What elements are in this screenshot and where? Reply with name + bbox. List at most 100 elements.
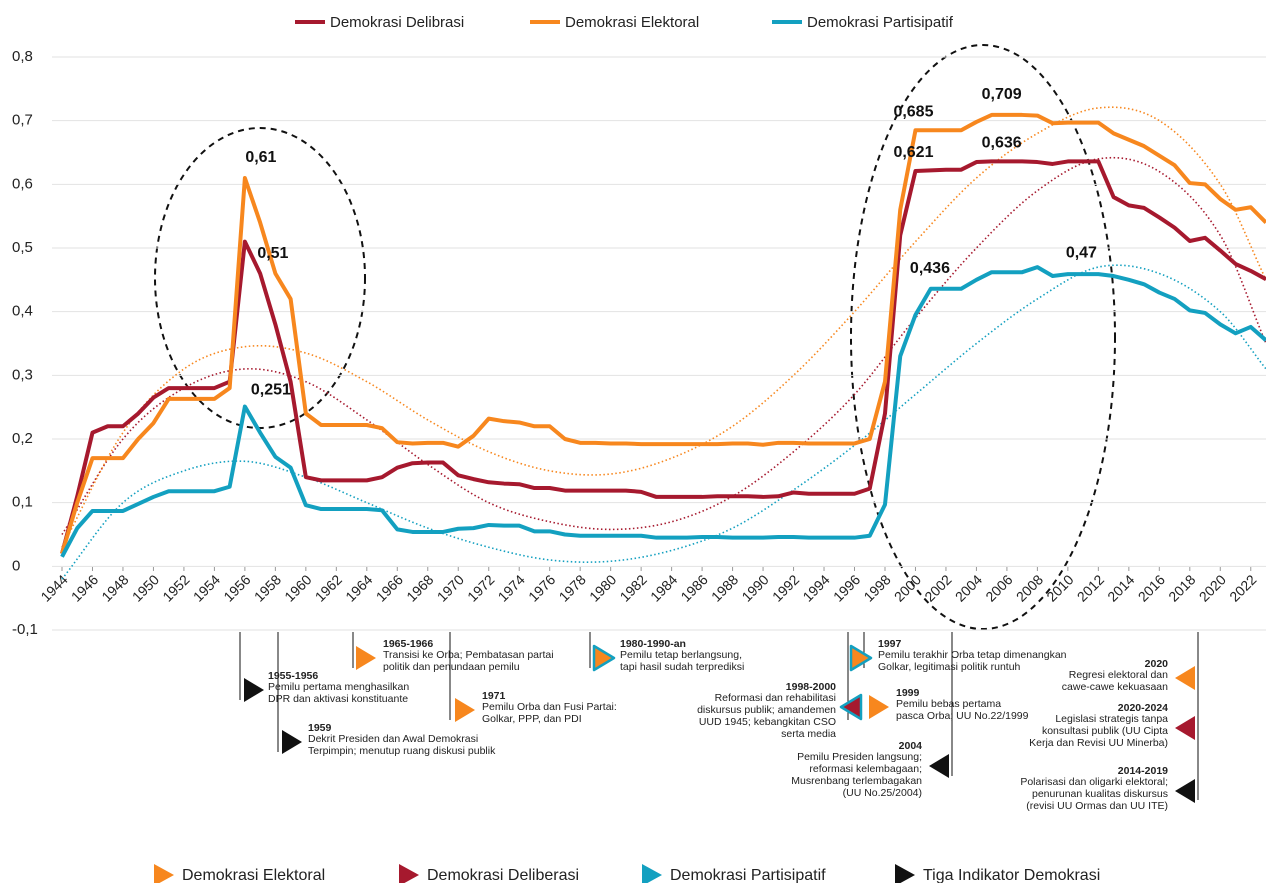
x-tick-label: 2012 (1074, 571, 1107, 604)
event-text: Pemilu pertama menghasilkan (268, 681, 409, 693)
event-text: Pemilu bebas pertama (896, 698, 1001, 710)
x-tick-label: 1944 (37, 571, 70, 604)
event-text: Regresi elektoral dan (1069, 669, 1168, 681)
event-text: cawe-cawe kekuasaan (1062, 681, 1168, 693)
event-text: Pemilu Orba dan Fusi Partai: (482, 701, 617, 713)
event-text: Musrenbang terlembagakan (791, 775, 922, 787)
legend-label: Demokrasi Delibrasi (330, 14, 464, 31)
event-marker (839, 693, 863, 721)
x-tick-label: 2002 (921, 571, 954, 604)
event-text: diskursus publik; amandemen (697, 704, 836, 716)
highlight-ellipse (850, 44, 1116, 630)
x-tick-label: 1986 (677, 571, 710, 604)
y-tick-label: 0,7 (12, 112, 33, 129)
event-marker (592, 644, 616, 672)
event-text: Pemilu terakhir Orba tetap dimenangkan (878, 649, 1067, 661)
x-tick-label: 1996 (830, 571, 863, 604)
value-label: 0,251 (251, 382, 291, 399)
event-text: Pemilu tetap berlangsung, (620, 649, 742, 661)
x-tick-label: 2000 (891, 571, 924, 604)
x-tick-label: 2010 (1043, 571, 1076, 604)
event-text: pasca Orba; UU No.22/1999 (896, 710, 1029, 722)
x-tick-label: 1950 (129, 571, 162, 604)
series-line (60, 159, 1266, 555)
event-marker (849, 644, 873, 672)
x-tick-label: 2016 (1135, 571, 1168, 604)
event-text: reformasi kelembagaan; (809, 763, 922, 775)
x-tick-label: 1988 (708, 571, 741, 604)
value-label: 0,51 (257, 245, 288, 262)
event-text: (revisi UU Ormas dan UU ITE) (1026, 800, 1168, 812)
legend-label: Demokrasi Elektoral (565, 14, 699, 31)
event-text: Kerja dan Revisi UU Minerba) (1029, 737, 1168, 749)
event-period: 1980-1990-an (620, 638, 686, 650)
x-tick-label: 1970 (434, 571, 467, 604)
y-tick-label: 0,2 (12, 430, 33, 447)
event-period: 2014-2019 (1118, 765, 1168, 777)
event-text: Legislasi strategis tanpa (1055, 713, 1168, 725)
trend-line (61, 156, 1266, 535)
legend-marker (895, 864, 915, 883)
event-marker (869, 695, 889, 719)
trend-line (61, 264, 1266, 580)
event-marker (1175, 779, 1195, 803)
event-text: Reformasi dan rehabilitasi (715, 692, 836, 704)
x-tick-label: 1978 (556, 571, 589, 604)
x-tick-label: 1946 (68, 571, 101, 604)
legend-label: Tiga Indikator Demokrasi (923, 867, 1100, 883)
x-tick-label: 1976 (525, 571, 558, 604)
event-period: 1999 (896, 687, 920, 699)
value-label: 0,709 (982, 86, 1022, 103)
event-text: Golkar, PPP, dan PDI (482, 713, 582, 725)
x-tick-label: 2014 (1104, 571, 1137, 604)
value-label: 0,61 (245, 149, 276, 166)
event-text: Golkar, legitimasi politik runtuh (878, 661, 1021, 673)
x-tick-label: 1952 (159, 571, 192, 604)
event-text: UUD 1945; kebangkitan CSO (699, 716, 836, 728)
value-label: 0,436 (910, 260, 950, 277)
event-text: Transisi ke Orba; Pembatasan partai (383, 649, 554, 661)
event-marker (356, 646, 376, 670)
event-period: 1997 (878, 638, 902, 650)
event-marker (1175, 666, 1195, 690)
event-marker (455, 698, 475, 722)
x-tick-label: 2004 (952, 571, 985, 604)
event-text: serta media (781, 728, 836, 740)
x-tick-label: 1982 (617, 571, 650, 604)
x-tick-label: 2006 (982, 571, 1015, 604)
legend-label: Demokrasi Elektoral (182, 867, 325, 883)
value-label: 0,621 (893, 144, 933, 161)
series-line (60, 265, 1266, 558)
x-tick-label: 1990 (738, 571, 771, 604)
x-tick-label: 2022 (1226, 571, 1259, 604)
y-tick-label: 0,6 (12, 175, 33, 192)
value-label: 0,685 (893, 103, 933, 120)
x-tick-label: 1962 (312, 571, 345, 604)
x-tick-label: 1974 (495, 571, 528, 604)
x-tick-label: 1966 (373, 571, 406, 604)
x-tick-label: 2020 (1196, 571, 1229, 604)
event-text: politik dan penundaan pemilu (383, 661, 520, 673)
event-period: 2004 (899, 740, 923, 752)
event-marker (244, 678, 264, 702)
x-tick-label: 1958 (251, 571, 284, 604)
event-text: penurunan kualitas diskursus (1032, 788, 1168, 800)
event-period: 1955-1956 (268, 670, 318, 682)
y-tick-label: 0,3 (12, 366, 33, 383)
event-text: tapi hasil sudah terprediksi (620, 661, 744, 673)
x-tick-label: 1992 (769, 571, 802, 604)
x-tick-label: 1954 (190, 571, 223, 604)
x-tick-label: 1960 (281, 571, 314, 604)
event-text: konsultasi publik (UU Cipta (1042, 725, 1168, 737)
event-period: 1998-2000 (786, 681, 836, 693)
x-tick-label: 1968 (403, 571, 436, 604)
x-tick-label: 1984 (647, 571, 680, 604)
value-label: 0,47 (1066, 244, 1097, 261)
y-tick-label: 0,4 (12, 303, 33, 320)
trend-line (61, 106, 1266, 548)
y-tick-label: 0,5 (12, 239, 33, 256)
legend-label: Demokrasi Partisipatif (807, 14, 954, 31)
x-tick-label: 1994 (799, 571, 832, 604)
event-marker (929, 754, 949, 778)
